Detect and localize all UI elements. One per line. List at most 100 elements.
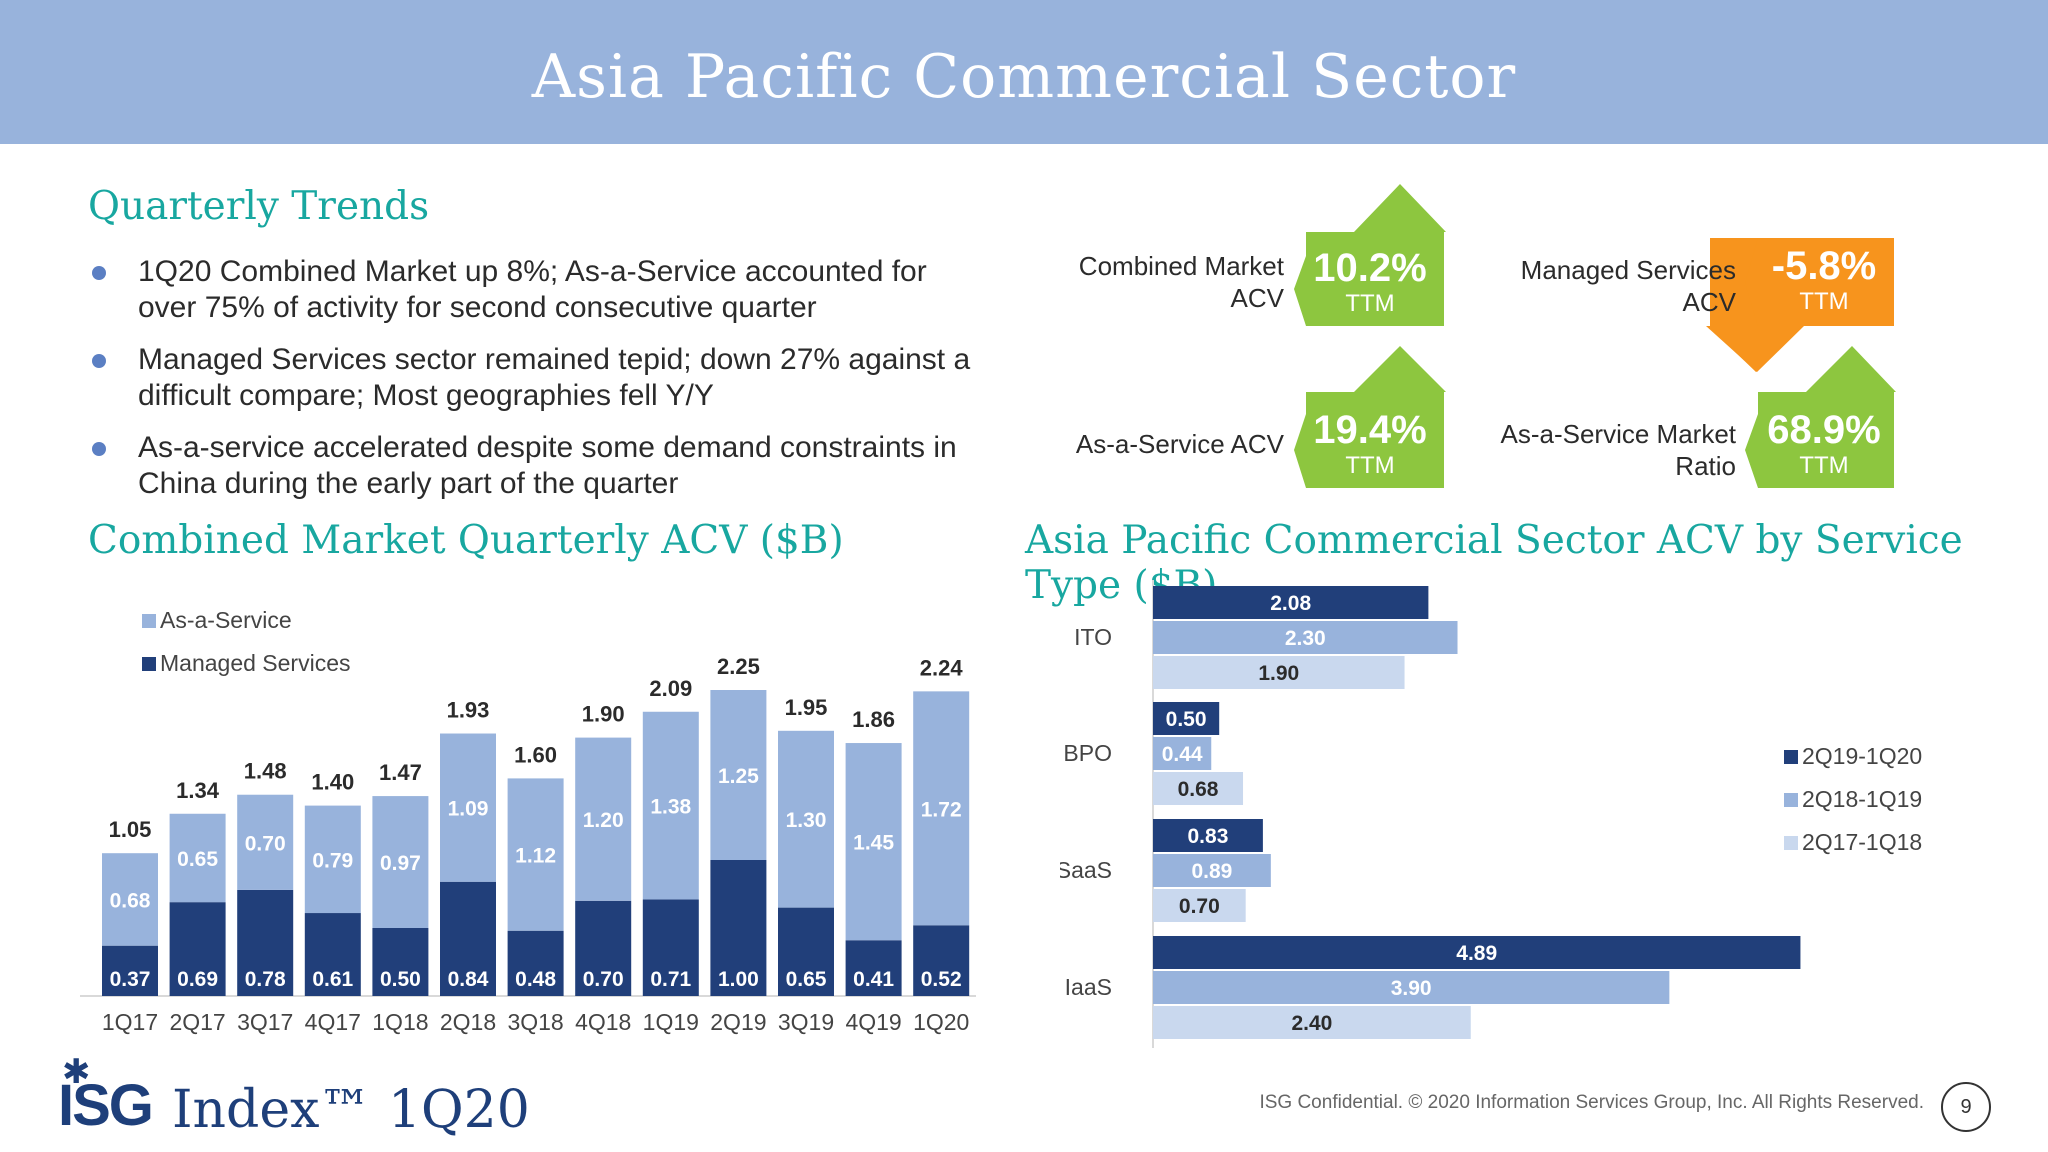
y-tick-label: ITO	[1074, 624, 1112, 650]
kpi-sub-aas: TTM	[1345, 452, 1395, 479]
x-tick-label: 4Q18	[575, 1009, 631, 1035]
data-label-managed-services: 1.00	[718, 968, 759, 991]
data-label-total: 1.05	[109, 817, 152, 842]
bar-segment-managed-services	[507, 930, 564, 996]
kpi-label-aas: As-a-Service ACV	[1075, 429, 1284, 459]
x-tick-label: 2Q17	[169, 1009, 225, 1035]
legend-label-managed-services: Managed Services	[160, 650, 351, 676]
bar-segment-managed-services	[710, 860, 767, 996]
data-label-as-a-service: 1.38	[650, 796, 691, 819]
data-label-total: 2.09	[649, 676, 692, 701]
bar-segment-managed-services	[778, 907, 834, 996]
kpi-arrows	[1294, 184, 1896, 488]
bar-segment-as-a-service	[372, 796, 429, 928]
legend-swatch	[1784, 793, 1798, 807]
legend-swatch	[1784, 836, 1798, 850]
x-tick-label: 3Q19	[778, 1009, 834, 1035]
hbar	[1153, 656, 1405, 689]
data-label-total: 1.95	[785, 695, 828, 720]
left-chart-title: Combined Market Quarterly ACV ($B)	[88, 518, 844, 563]
legend-label: 2Q19-1Q20	[1802, 743, 1922, 769]
kpi-label-combined: Combined Market ACV	[1078, 251, 1284, 313]
bar-segment-as-a-service	[169, 813, 226, 903]
footer-confidential: ISG Confidential. © 2020 Information Ser…	[1259, 1092, 1924, 1113]
hbar	[1153, 971, 1670, 1004]
data-label-total: 2.25	[717, 654, 760, 679]
hbar	[1153, 1006, 1471, 1039]
page-title: Asia Pacific Commercial Sector	[531, 42, 1517, 112]
data-label-as-a-service: 1.45	[853, 832, 894, 855]
data-label: 0.70	[1179, 895, 1220, 918]
bar-segment-as-a-service	[642, 711, 699, 900]
data-label-managed-services: 0.71	[650, 968, 691, 991]
combined-acv-chart: 0.37 0.68 1.05 1Q17 0.69 0.65 1.34 2Q17 0.78 0.70…	[80, 607, 976, 1035]
y-tick-label: SaaS	[1060, 857, 1112, 883]
data-label: 0.68	[1178, 778, 1219, 801]
x-tick-label: 1Q20	[913, 1009, 969, 1035]
data-label: 1.90	[1258, 662, 1299, 685]
data-label-managed-services: 0.84	[448, 968, 489, 991]
service-type-chart: 2.08 2.30 1.90 ITO 0.50 0.44 0.68 BPO 0.83 0.89 0.…	[1060, 580, 1922, 1048]
kpi-label-managed: Managed Services ACV	[1520, 255, 1736, 317]
trends-bullet-list: 1Q20 Combined Market up 8%; As-a-Service…	[88, 254, 988, 518]
hbar	[1153, 936, 1801, 969]
x-tick-label: 1Q19	[643, 1009, 699, 1035]
bar-segment-managed-services	[304, 913, 361, 996]
bar-segment-managed-services	[372, 928, 429, 996]
bullet-item: As-a-service accelerated despite some de…	[88, 430, 988, 502]
hbar	[1153, 889, 1246, 922]
bar-segment-as-a-service	[237, 794, 294, 890]
hbar	[1153, 772, 1244, 805]
x-tick-label: 3Q17	[237, 1009, 293, 1035]
bar-segment-as-a-service	[575, 737, 632, 901]
data-label-as-a-service: 0.70	[245, 832, 286, 855]
star-icon: ✱	[62, 1053, 91, 1091]
data-label-managed-services: 0.52	[921, 968, 962, 991]
data-label-as-a-service: 1.09	[448, 798, 489, 821]
bar-segment-as-a-service	[507, 778, 564, 931]
data-label-managed-services: 0.50	[380, 968, 421, 991]
data-label: 2.30	[1285, 627, 1326, 650]
kpi-value-aas: 19.4%	[1313, 408, 1427, 452]
data-label-as-a-service: 0.79	[312, 849, 353, 872]
legend-swatch-as-a-service	[142, 614, 156, 628]
bar-segment-managed-services	[575, 900, 632, 996]
y-tick-label: BPO	[1063, 740, 1112, 766]
data-label: 2.40	[1291, 1012, 1332, 1035]
data-label-as-a-service: 1.12	[515, 845, 556, 868]
data-label-total: 1.60	[514, 742, 557, 767]
legend-label-as-a-service: As-a-Service	[160, 607, 292, 633]
quarterly-trends-title: Quarterly Trends	[88, 184, 430, 229]
header-banner: Asia Pacific Commercial Sector	[0, 0, 2048, 144]
kpi-up-arrow-icon	[1745, 346, 1896, 488]
data-label: 0.89	[1191, 860, 1232, 883]
bar-segment-managed-services	[845, 940, 902, 996]
data-label-managed-services: 0.65	[786, 968, 827, 991]
kpi-value-combined: 10.2%	[1313, 246, 1427, 290]
legend-label: 2Q17-1Q18	[1802, 829, 1922, 855]
bar-segment-managed-services	[642, 899, 699, 996]
data-label-total: 1.86	[852, 707, 895, 732]
data-label-total: 1.93	[447, 698, 490, 723]
bar-segment-as-a-service	[913, 691, 970, 926]
data-label: 0.44	[1162, 743, 1203, 766]
data-label-as-a-service: 1.20	[583, 809, 624, 832]
kpi-up-arrow-icon	[1294, 184, 1446, 326]
data-label-managed-services: 0.70	[583, 968, 624, 991]
hbar	[1153, 737, 1212, 770]
data-label-managed-services: 0.37	[110, 968, 151, 991]
hbar	[1153, 819, 1263, 852]
x-tick-label: 2Q19	[710, 1009, 766, 1035]
kpi-sub-ratio: TTM	[1799, 452, 1849, 479]
data-label-total: 1.40	[311, 770, 354, 795]
bar-segment-managed-services	[169, 902, 226, 996]
bar-segment-managed-services	[913, 925, 970, 996]
data-label-as-a-service: 0.65	[177, 848, 218, 871]
data-label-as-a-service: 0.97	[380, 852, 421, 875]
hbar	[1153, 702, 1220, 735]
hbar	[1153, 586, 1429, 619]
data-label: 0.83	[1188, 825, 1229, 848]
y-tick-label: IaaS	[1065, 974, 1112, 1000]
x-tick-label: 1Q17	[102, 1009, 158, 1035]
data-label-as-a-service: 1.72	[921, 798, 962, 821]
